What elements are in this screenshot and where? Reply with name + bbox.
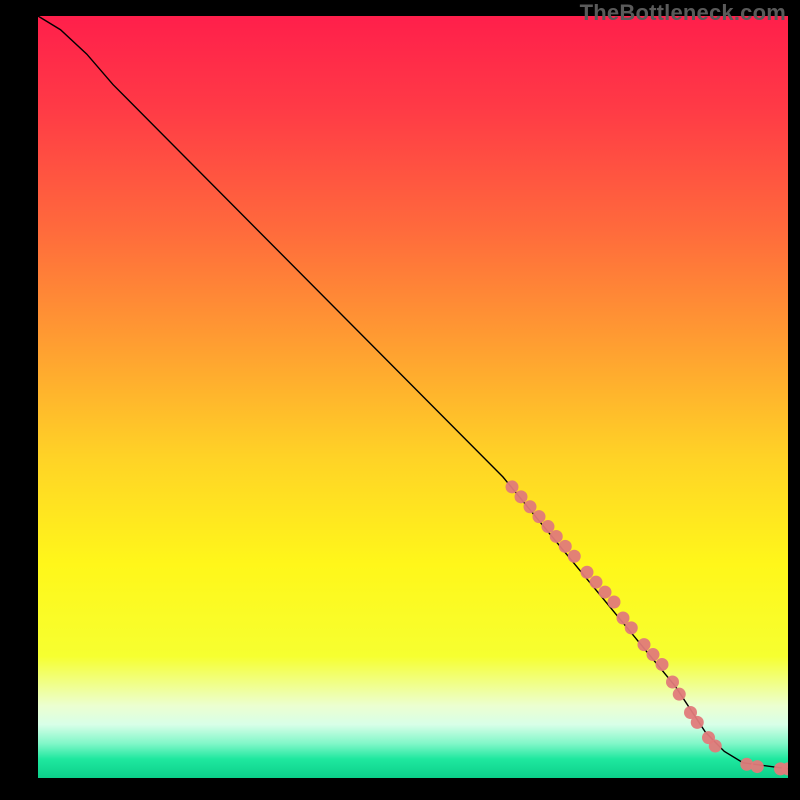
data-marker	[691, 716, 704, 729]
data-marker	[524, 500, 537, 513]
gradient-background	[38, 16, 788, 778]
data-marker	[617, 611, 630, 624]
data-marker	[625, 621, 638, 634]
data-marker	[568, 550, 581, 563]
data-marker	[638, 638, 651, 651]
data-marker	[709, 740, 722, 753]
data-marker	[656, 658, 669, 671]
data-marker	[647, 648, 660, 661]
data-marker	[599, 586, 612, 599]
data-marker	[673, 688, 686, 701]
data-marker	[608, 595, 621, 608]
data-marker	[542, 520, 555, 533]
watermark-text: TheBottleneck.com	[580, 0, 786, 26]
data-marker	[550, 530, 563, 543]
data-marker	[533, 510, 546, 523]
data-marker	[590, 576, 603, 589]
data-marker	[506, 480, 519, 493]
data-marker	[559, 540, 572, 553]
chart-frame: TheBottleneck.com	[0, 0, 800, 800]
data-marker	[581, 566, 594, 579]
data-marker	[666, 675, 679, 688]
data-marker	[751, 760, 764, 773]
plot-svg	[38, 16, 788, 778]
data-marker	[515, 490, 528, 503]
plot-area	[38, 16, 788, 778]
